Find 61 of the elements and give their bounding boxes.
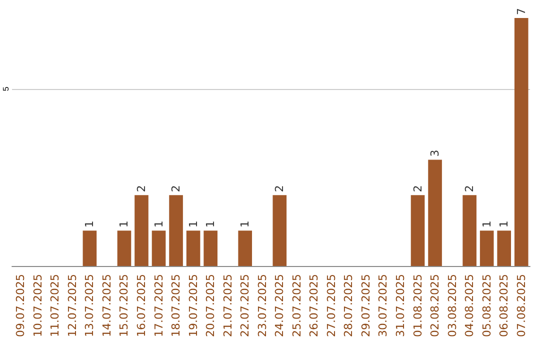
data-label: 2 bbox=[411, 185, 424, 192]
x-tick-label: 03.08.2025 bbox=[446, 274, 459, 338]
bar bbox=[410, 195, 425, 266]
bar bbox=[497, 230, 512, 266]
x-tick-label: 21.07.2025 bbox=[221, 274, 234, 338]
data-label: 1 bbox=[186, 220, 200, 228]
bar bbox=[169, 195, 183, 266]
data-label: 2 bbox=[135, 185, 148, 192]
x-tick-label: 02.08.2025 bbox=[428, 274, 442, 338]
bar bbox=[272, 195, 287, 266]
x-tick-label: 29.07.2025 bbox=[359, 274, 372, 338]
x-tick-label: 13.07.2025 bbox=[83, 274, 96, 338]
bar bbox=[152, 230, 166, 266]
x-tick-label: 26.07.2025 bbox=[308, 274, 321, 338]
x-tick-label: 07.08.2025 bbox=[514, 274, 528, 338]
data-label: 3 bbox=[428, 150, 442, 157]
x-tick-label: 28.07.2025 bbox=[342, 274, 356, 338]
bar bbox=[238, 230, 252, 266]
data-label: 2 bbox=[463, 185, 476, 192]
bar bbox=[428, 160, 442, 266]
data-label: 1 bbox=[480, 220, 494, 228]
bar bbox=[82, 230, 97, 266]
bar bbox=[514, 18, 528, 266]
x-tick-label: 27.07.2025 bbox=[324, 274, 338, 338]
data-label: 1 bbox=[118, 220, 131, 228]
data-label: 7 bbox=[514, 8, 528, 15]
y-tick-label: 5 bbox=[2, 86, 10, 92]
x-tick-label: 30.07.2025 bbox=[376, 274, 390, 338]
bar bbox=[204, 230, 218, 266]
x-tick-label: 24.07.2025 bbox=[273, 274, 286, 338]
x-tick-label: 01.08.2025 bbox=[411, 274, 424, 338]
bar bbox=[186, 230, 200, 266]
x-tick-label: 06.08.2025 bbox=[498, 274, 511, 338]
x-tick-label: 31.07.2025 bbox=[394, 274, 407, 338]
data-label: 1 bbox=[83, 220, 96, 228]
bar bbox=[480, 230, 494, 266]
bar bbox=[462, 195, 476, 266]
data-label: 1 bbox=[152, 220, 166, 228]
x-tick-label: 15.07.2025 bbox=[118, 274, 131, 338]
data-label: 2 bbox=[273, 185, 286, 192]
x-tick-label: 16.07.2025 bbox=[135, 274, 148, 338]
x-tick-label: 05.08.2025 bbox=[480, 274, 494, 338]
bar bbox=[117, 230, 132, 266]
data-label: 1 bbox=[238, 220, 252, 228]
x-tick-label: 04.08.2025 bbox=[463, 274, 476, 338]
x-tick-label: 19.07.2025 bbox=[186, 274, 200, 338]
x-tick-label: 25.07.2025 bbox=[290, 274, 304, 338]
x-tick-label: 11.07.2025 bbox=[48, 274, 62, 338]
x-tick-label: 14.07.2025 bbox=[100, 274, 114, 338]
x-tick-label: 17.07.2025 bbox=[152, 274, 166, 338]
x-tick-label: 23.07.2025 bbox=[256, 274, 269, 338]
data-label: 1 bbox=[204, 220, 218, 228]
x-tick-label: 12.07.2025 bbox=[66, 274, 79, 338]
x-tick-label: 22.07.2025 bbox=[238, 274, 252, 338]
x-tick-label: 18.07.2025 bbox=[170, 274, 183, 338]
data-label: 1 bbox=[498, 220, 511, 228]
data-label: 2 bbox=[170, 185, 183, 192]
x-tick-label: 10.07.2025 bbox=[31, 274, 44, 338]
bar bbox=[134, 195, 148, 266]
x-tick-label: 20.07.2025 bbox=[204, 274, 218, 338]
x-tick-label: 09.07.2025 bbox=[14, 274, 28, 338]
